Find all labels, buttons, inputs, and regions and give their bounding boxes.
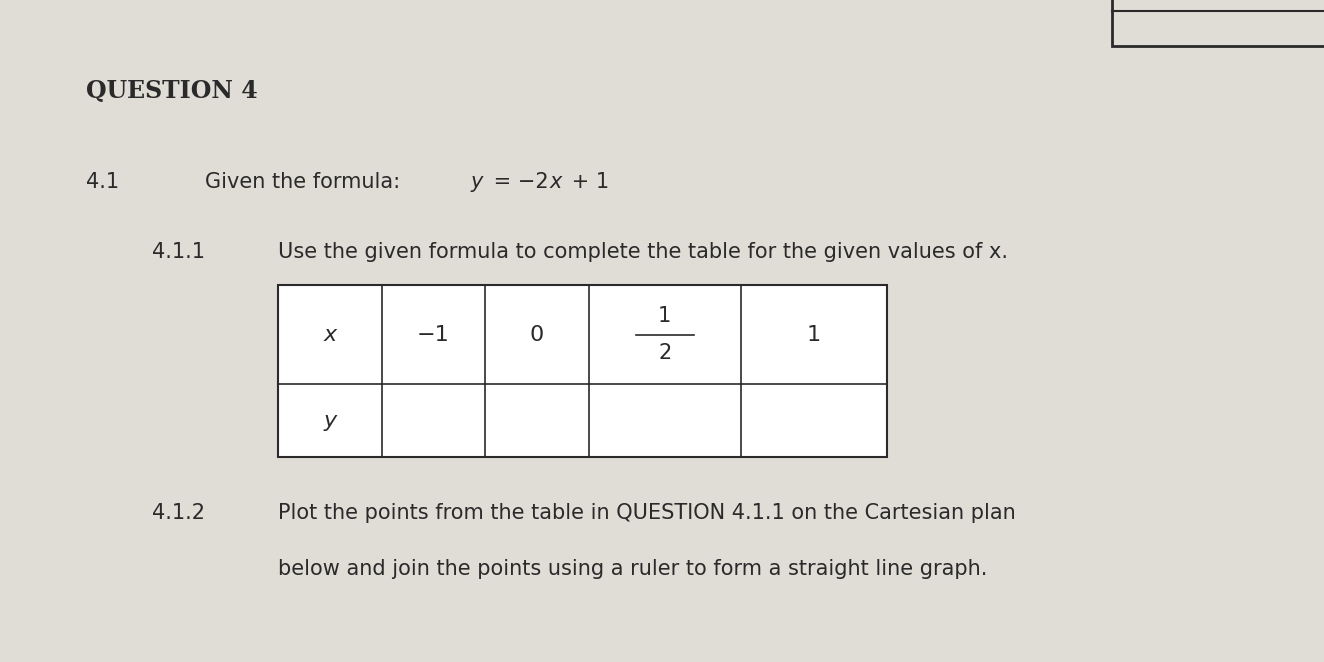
Text: = −2: = −2 [487,172,549,192]
Text: + 1: + 1 [565,172,609,192]
Text: x: x [549,172,561,192]
Text: 4.1.1: 4.1.1 [152,242,205,261]
Text: −1: −1 [417,324,450,345]
Text: 0: 0 [530,324,544,345]
FancyBboxPatch shape [1112,0,1324,46]
Text: Plot the points from the table in QUESTION 4.1.1 on the Cartesian plan: Plot the points from the table in QUESTI… [278,503,1016,523]
Text: Use the given formula to complete the table for the given values of x.: Use the given formula to complete the ta… [278,242,1008,261]
Text: 4.1.2: 4.1.2 [152,503,205,523]
Text: x: x [323,324,336,345]
Text: 1: 1 [658,306,671,326]
Text: y: y [323,410,336,431]
Text: 2: 2 [658,343,671,363]
Text: Given the formula:: Given the formula: [205,172,406,192]
Text: y: y [470,172,482,192]
FancyBboxPatch shape [278,285,887,457]
Text: QUESTION 4: QUESTION 4 [86,79,258,103]
Text: 4.1: 4.1 [86,172,119,192]
Text: 1: 1 [806,324,821,345]
Text: below and join the points using a ruler to form a straight line graph.: below and join the points using a ruler … [278,559,988,579]
